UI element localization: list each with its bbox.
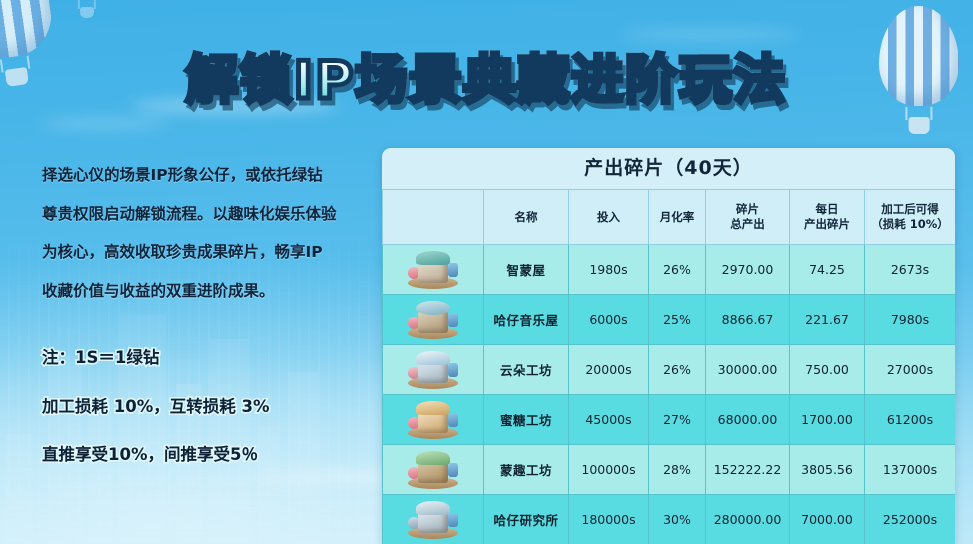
cell-total: 152222.22 xyxy=(705,444,790,495)
description-block: 择选心仪的场景IP形象公仔，或依托绿钻 尊贵权限启动解锁流程。以趣味化娱乐体验 … xyxy=(42,166,382,322)
column-header-total-output: 碎片 总产出 xyxy=(705,189,790,245)
table-row: 蜜糖工坊 45000s 27% 68000.00 1700.00 61200s xyxy=(382,394,955,445)
output-fragments-table: 名称 投入 月化率 碎片 总产出 每日 产出碎片 加工后可得 （损耗 10%） xyxy=(382,189,955,544)
cloud-wisp xyxy=(40,118,170,129)
column-header-processed-line2: （损耗 10%） xyxy=(871,217,949,231)
note-line: 直推享受10%，间推享受5％ xyxy=(40,445,259,464)
cell-icon xyxy=(382,294,484,345)
column-header-processed: 加工后可得 （损耗 10%） xyxy=(864,189,955,245)
cell-daily: 3805.56 xyxy=(789,444,865,495)
table-row: 智蒙屋 1980s 26% 2970.00 74.25 2673s xyxy=(382,244,955,295)
cell-name: 云朵工坊 xyxy=(483,344,569,395)
note-line: 注：1S＝1绿钻 xyxy=(40,348,161,367)
cell-icon xyxy=(382,394,484,445)
cell-name: 蜜糖工坊 xyxy=(483,394,569,445)
cell-input: 6000s xyxy=(568,294,649,345)
cell-name: 智蒙屋 xyxy=(483,244,569,295)
column-header-total-output-line1: 碎片 xyxy=(736,202,759,217)
building-icon-yunduogongfang xyxy=(404,349,462,391)
cloud-wisp xyxy=(620,28,800,41)
column-header-daily-output-line2: 产出碎片 xyxy=(804,217,850,231)
cell-total: 2970.00 xyxy=(705,244,790,295)
cell-rate: 26% xyxy=(648,344,706,395)
cell-total: 30000.00 xyxy=(705,344,790,395)
column-header-monthly-rate: 月化率 xyxy=(648,189,706,245)
cell-icon xyxy=(382,344,484,395)
cell-total: 8866.67 xyxy=(705,294,790,345)
cell-name: 哈仔音乐屋 xyxy=(483,294,569,345)
column-header-daily-output-line1: 每日 xyxy=(815,202,839,217)
column-header-processed-line1: 加工后可得 xyxy=(881,202,939,217)
cell-icon xyxy=(382,244,484,295)
cell-daily: 7000.00 xyxy=(789,494,865,544)
hot-air-balloon-icon xyxy=(60,0,114,18)
page-title-container: 解锁IP场景典藏进阶玩法 xyxy=(0,38,973,114)
building-icon-mitanggongfang xyxy=(404,399,462,441)
description-line: 择选心仪的场景IP形象公仔，或依托绿钻 xyxy=(42,166,323,184)
output-fragments-table-card: 产出碎片（40天） 名称 投入 月化率 碎片 总产出 每日 产出碎片 xyxy=(382,148,955,544)
city-skyline-silhouette xyxy=(0,214,420,544)
cell-rate: 30% xyxy=(648,494,706,544)
cell-daily: 750.00 xyxy=(789,344,865,395)
cell-processed: 27000s xyxy=(864,344,955,395)
cell-input: 1980s xyxy=(568,244,649,295)
cell-rate: 28% xyxy=(648,444,706,495)
cell-icon xyxy=(382,444,484,495)
hot-air-balloon-icon xyxy=(879,6,959,134)
notes-block: 注：1S＝1绿钻 加工损耗 10%，互转损耗 3% 直推享受10%，间推享受5％ xyxy=(40,348,382,496)
cell-rate: 26% xyxy=(648,244,706,295)
cell-daily: 221.67 xyxy=(789,294,865,345)
building-icon-mengqugongfang xyxy=(404,449,462,491)
cloud-wisp xyxy=(130,98,340,114)
cell-total: 68000.00 xyxy=(705,394,790,445)
table-row: 哈仔音乐屋 6000s 25% 8866.67 221.67 7980s xyxy=(382,294,955,345)
cell-processed: 61200s xyxy=(864,394,955,445)
column-header-icon xyxy=(382,189,484,245)
column-header-name: 名称 xyxy=(483,189,569,245)
table-caption: 产出碎片（40天） xyxy=(382,148,955,189)
table-header-row: 名称 投入 月化率 碎片 总产出 每日 产出碎片 加工后可得 （损耗 10%） xyxy=(382,189,955,245)
building-icon-hazaiyinlewu xyxy=(404,299,462,341)
page-title: 解锁IP场景典藏进阶玩法 xyxy=(183,38,787,114)
building-icon-zhimengwu xyxy=(404,249,462,291)
cell-input: 45000s xyxy=(568,394,649,445)
cell-rate: 25% xyxy=(648,294,706,345)
table-row: 云朵工坊 20000s 26% 30000.00 750.00 27000s xyxy=(382,344,955,395)
table-row: 哈仔研究所 180000s 30% 280000.00 7000.00 2520… xyxy=(382,494,955,544)
cell-name: 哈仔研究所 xyxy=(483,494,569,544)
description-line: 收藏价值与收益的双重进阶成果。 xyxy=(42,281,275,300)
description-line: 为核心，高效收取珍贵成果碎片，畅享IP xyxy=(42,243,323,261)
cell-input: 100000s xyxy=(568,444,649,495)
description-line: 尊贵权限启动解锁流程。以趣味化娱乐体验 xyxy=(42,204,337,223)
table-row: 蒙趣工坊 100000s 28% 152222.22 3805.56 13700… xyxy=(382,444,955,495)
cell-rate: 27% xyxy=(648,394,706,445)
cell-processed: 2673s xyxy=(864,244,955,295)
cell-daily: 1700.00 xyxy=(789,394,865,445)
cell-icon xyxy=(382,494,484,544)
cell-input: 180000s xyxy=(568,494,649,544)
note-line: 加工损耗 10%，互转损耗 3% xyxy=(40,396,271,416)
column-header-input: 投入 xyxy=(568,189,649,245)
table-body: 智蒙屋 1980s 26% 2970.00 74.25 2673s 哈仔音乐屋 … xyxy=(382,244,955,544)
cell-processed: 252000s xyxy=(864,494,955,544)
column-header-daily-output: 每日 产出碎片 xyxy=(789,189,865,245)
cell-name: 蒙趣工坊 xyxy=(483,444,569,495)
cell-input: 20000s xyxy=(568,344,649,395)
cell-daily: 74.25 xyxy=(789,244,865,295)
building-icon-hazaiyanjiusuo xyxy=(404,499,462,541)
cell-processed: 7980s xyxy=(864,294,955,345)
column-header-total-output-line2: 总产出 xyxy=(730,217,765,231)
cell-total: 280000.00 xyxy=(705,494,790,544)
cell-processed: 137000s xyxy=(864,444,955,495)
